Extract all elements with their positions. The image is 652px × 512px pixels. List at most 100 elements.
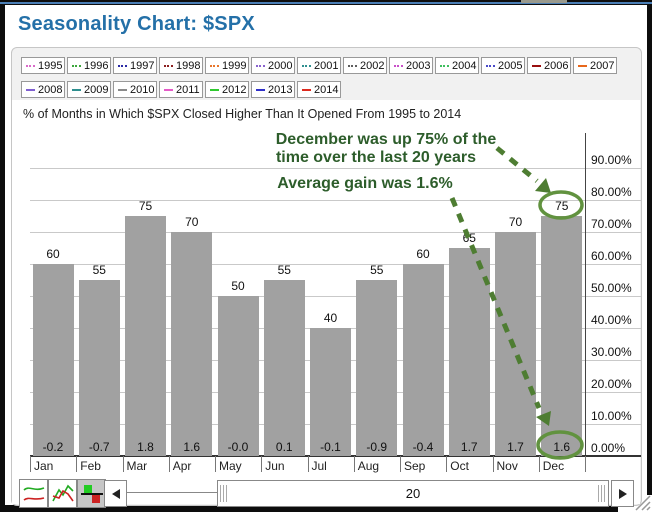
legend-item-2007[interactable]: 2007	[573, 57, 617, 74]
bar-value-label-aug: 55	[370, 263, 384, 277]
bar-jul	[310, 328, 351, 456]
legend-year-label: 2011	[176, 83, 200, 96]
legend-year-label: 1998	[176, 59, 201, 72]
bar-value-label-jan: 60	[46, 247, 60, 261]
legend-year-label: 2005	[498, 59, 523, 72]
legend-item-1996[interactable]: 1996	[67, 57, 111, 74]
legend-year-label: 2003	[406, 59, 431, 72]
bar-value-label-oct: 65	[462, 231, 476, 245]
legend-item-2010[interactable]: 2010	[113, 81, 157, 98]
y-axis-tick-label: 0.00%	[591, 441, 626, 455]
bar-jun	[263, 280, 305, 456]
series-color-marker-icon	[486, 64, 495, 67]
right-arrow-icon	[618, 488, 627, 499]
legend-item-2002[interactable]: 2002	[343, 57, 387, 74]
performance-chart-view-button[interactable]	[48, 479, 77, 508]
x-axis-tick	[538, 456, 540, 472]
legend-item-2012[interactable]: 2012	[205, 81, 249, 98]
bar-mar	[125, 216, 166, 456]
series-color-marker-icon	[578, 64, 587, 67]
thumb-grip-right-icon	[598, 485, 606, 502]
window-bottom-border	[0, 505, 618, 512]
bar-avg-gain-label-jun: 0.1	[275, 440, 293, 454]
bar-avg-gain-label-jan: -0.2	[42, 440, 64, 454]
scrollbar-left-button[interactable]	[104, 480, 127, 507]
legend-item-2006[interactable]: 2006	[527, 57, 571, 74]
bar-value-label-apr: 70	[185, 215, 199, 229]
x-axis-tick	[307, 456, 309, 472]
bar-value-label-may: 50	[231, 279, 245, 293]
x-axis-label-aug: Aug	[357, 459, 380, 473]
bar-value-label-sep: 60	[416, 247, 430, 261]
x-axis-tick	[168, 456, 170, 472]
y-axis-tick-label: 40.00%	[591, 313, 632, 327]
legend-item-2004[interactable]: 2004	[435, 57, 479, 74]
legend-item-2013[interactable]: 2013	[251, 81, 295, 98]
bar-avg-gain-label-apr: 1.6	[183, 440, 201, 454]
legend-year-label: 2007	[590, 59, 615, 72]
series-color-marker-icon	[72, 88, 81, 91]
bar-value-label-dec: 75	[555, 199, 569, 213]
legend-item-2008[interactable]: 2008	[21, 81, 65, 98]
x-axis-tick	[261, 456, 263, 472]
series-color-marker-icon	[302, 88, 311, 91]
scrollbar-thumb[interactable]: 20	[217, 480, 609, 507]
legend-item-2009[interactable]: 2009	[67, 81, 111, 98]
legend-item-2001[interactable]: 2001	[297, 57, 341, 74]
line-chart-view-button[interactable]	[19, 479, 48, 508]
annotation-december-line2: time over the last 20 years	[275, 149, 477, 166]
x-axis-tick	[446, 456, 448, 472]
bar-sep	[402, 264, 444, 456]
x-axis-label-oct: Oct	[450, 459, 469, 473]
x-axis-tick	[76, 456, 78, 472]
legend-item-1998[interactable]: 1998	[159, 57, 203, 74]
x-axis-tick	[585, 456, 586, 472]
bar-apr	[171, 232, 213, 456]
legend-item-2005[interactable]: 2005	[481, 57, 525, 74]
legend-item-2014[interactable]: 2014	[297, 81, 341, 98]
bar-avg-gain-label-mar: 1.8	[137, 440, 154, 454]
x-axis-tick	[122, 456, 124, 472]
legend-item-1997[interactable]: 1997	[113, 57, 157, 74]
legend-year-label: 2001	[314, 59, 339, 72]
line-chart-icon	[23, 487, 45, 501]
series-color-marker-icon	[26, 88, 35, 91]
legend-item-2003[interactable]: 2003	[389, 57, 433, 74]
y-axis-tick-label: 90.00%	[591, 153, 632, 167]
legend-item-1999[interactable]: 1999	[205, 57, 249, 74]
seasonality-bar-view-button[interactable]	[77, 479, 106, 508]
bar-oct	[448, 248, 490, 456]
x-axis-label-jun: Jun	[265, 459, 285, 473]
bar-avg-gain-label-feb: -0.7	[88, 440, 110, 454]
x-axis-label-dec: Dec	[542, 459, 565, 473]
gridline-60	[30, 264, 641, 265]
legend-year-label: 1995	[38, 59, 63, 72]
series-color-marker-icon	[118, 64, 127, 67]
bar-value-label-jul: 40	[323, 311, 338, 325]
series-color-marker-icon	[210, 88, 219, 91]
legend-item-2000[interactable]: 2000	[251, 57, 295, 74]
series-color-marker-icon	[164, 88, 173, 91]
legend-year-label: 2006	[544, 59, 569, 72]
x-axis-label-feb: Feb	[80, 459, 101, 473]
bar-value-label-feb: 55	[92, 263, 106, 277]
bar-avg-gain-label-jul: -0.1	[320, 440, 341, 454]
legend-year-label: 2004	[452, 59, 477, 72]
legend-item-2011[interactable]: 2011	[159, 81, 203, 98]
legend-item-1995[interactable]: 1995	[21, 57, 65, 74]
legend-year-label: 2000	[268, 59, 293, 72]
window-edge-tab-fragment	[521, 0, 567, 3]
scrollbar-right-button[interactable]	[611, 480, 634, 507]
legend-year-label: 2010	[130, 83, 155, 96]
seasonality-bars-icon	[81, 485, 103, 503]
series-color-marker-icon	[118, 88, 127, 91]
scrollbar-track[interactable]	[126, 492, 218, 493]
y-axis-tick-label: 80.00%	[591, 185, 632, 199]
x-axis-line	[30, 455, 641, 457]
gridline-80	[30, 200, 641, 201]
resize-grip-icon[interactable]	[633, 493, 651, 511]
x-axis-label-jul: Jul	[311, 459, 327, 473]
window-left-border	[0, 5, 5, 512]
